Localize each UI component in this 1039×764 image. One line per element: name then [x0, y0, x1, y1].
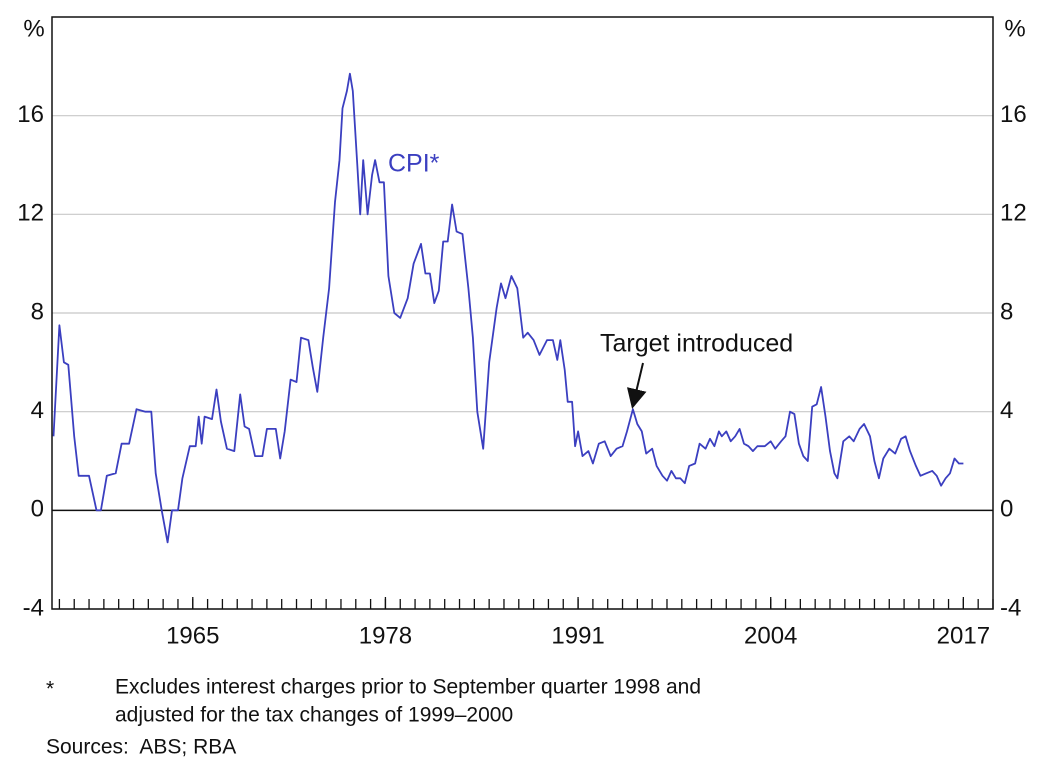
- footnote: Excludes interest charges prior to Septe…: [115, 676, 701, 699]
- y-tick-label: 4: [31, 397, 44, 424]
- grid: [52, 115, 994, 610]
- x-tick-label: 2004: [744, 622, 797, 649]
- y-tick-label-right: 8: [1000, 298, 1013, 325]
- y-tick-label: 8: [31, 298, 44, 325]
- x-tick-label: 1965: [166, 622, 219, 649]
- annotation-arrow: [626, 362, 647, 409]
- y-tick-label: 12: [17, 200, 44, 227]
- footnote: adjusted for the tax changes of 1999–200…: [115, 704, 513, 727]
- series-line: [52, 72, 964, 544]
- y-unit-right: %: [1004, 15, 1025, 42]
- plot-frame: [51, 16, 994, 610]
- y-tick-label: 16: [17, 101, 44, 128]
- y-tick-label-right: 12: [1000, 200, 1027, 227]
- plot: [52, 72, 964, 544]
- x-tick-label: 1978: [359, 622, 412, 649]
- y-tick-label-right: -4: [1000, 594, 1021, 621]
- series-label: CPI*: [388, 150, 440, 178]
- source: Sources: ABS; RBA: [46, 736, 236, 759]
- y-tick-label: 0: [31, 496, 44, 523]
- footnote-marker: *: [46, 678, 54, 701]
- x-tick-label: 1991: [551, 622, 604, 649]
- y-tick-label-right: 4: [1000, 397, 1013, 424]
- annotation: Target introduced: [600, 330, 793, 358]
- x-tick-label: 2017: [937, 622, 990, 649]
- y-tick-label: -4: [23, 594, 44, 621]
- y-tick-label-right: 0: [1000, 496, 1013, 523]
- y-tick-label-right: 16: [1000, 101, 1027, 128]
- y-unit-left: %: [23, 15, 44, 42]
